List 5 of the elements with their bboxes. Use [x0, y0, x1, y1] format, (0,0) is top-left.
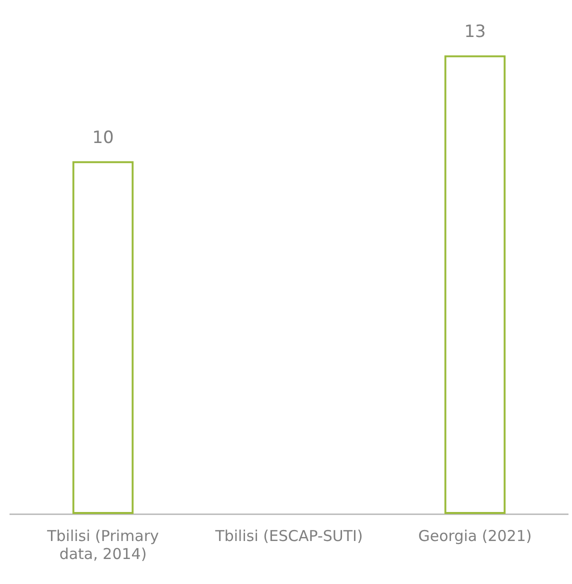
data-label: 13: [464, 22, 486, 42]
x-tick-label: Tbilisi (Primary data, 2014): [46, 526, 159, 563]
x-tick-label: Georgia (2021): [418, 526, 532, 545]
x-tick-label: Tbilisi (ESCAP-SUTI): [214, 526, 363, 545]
data-label: 10: [92, 128, 114, 148]
